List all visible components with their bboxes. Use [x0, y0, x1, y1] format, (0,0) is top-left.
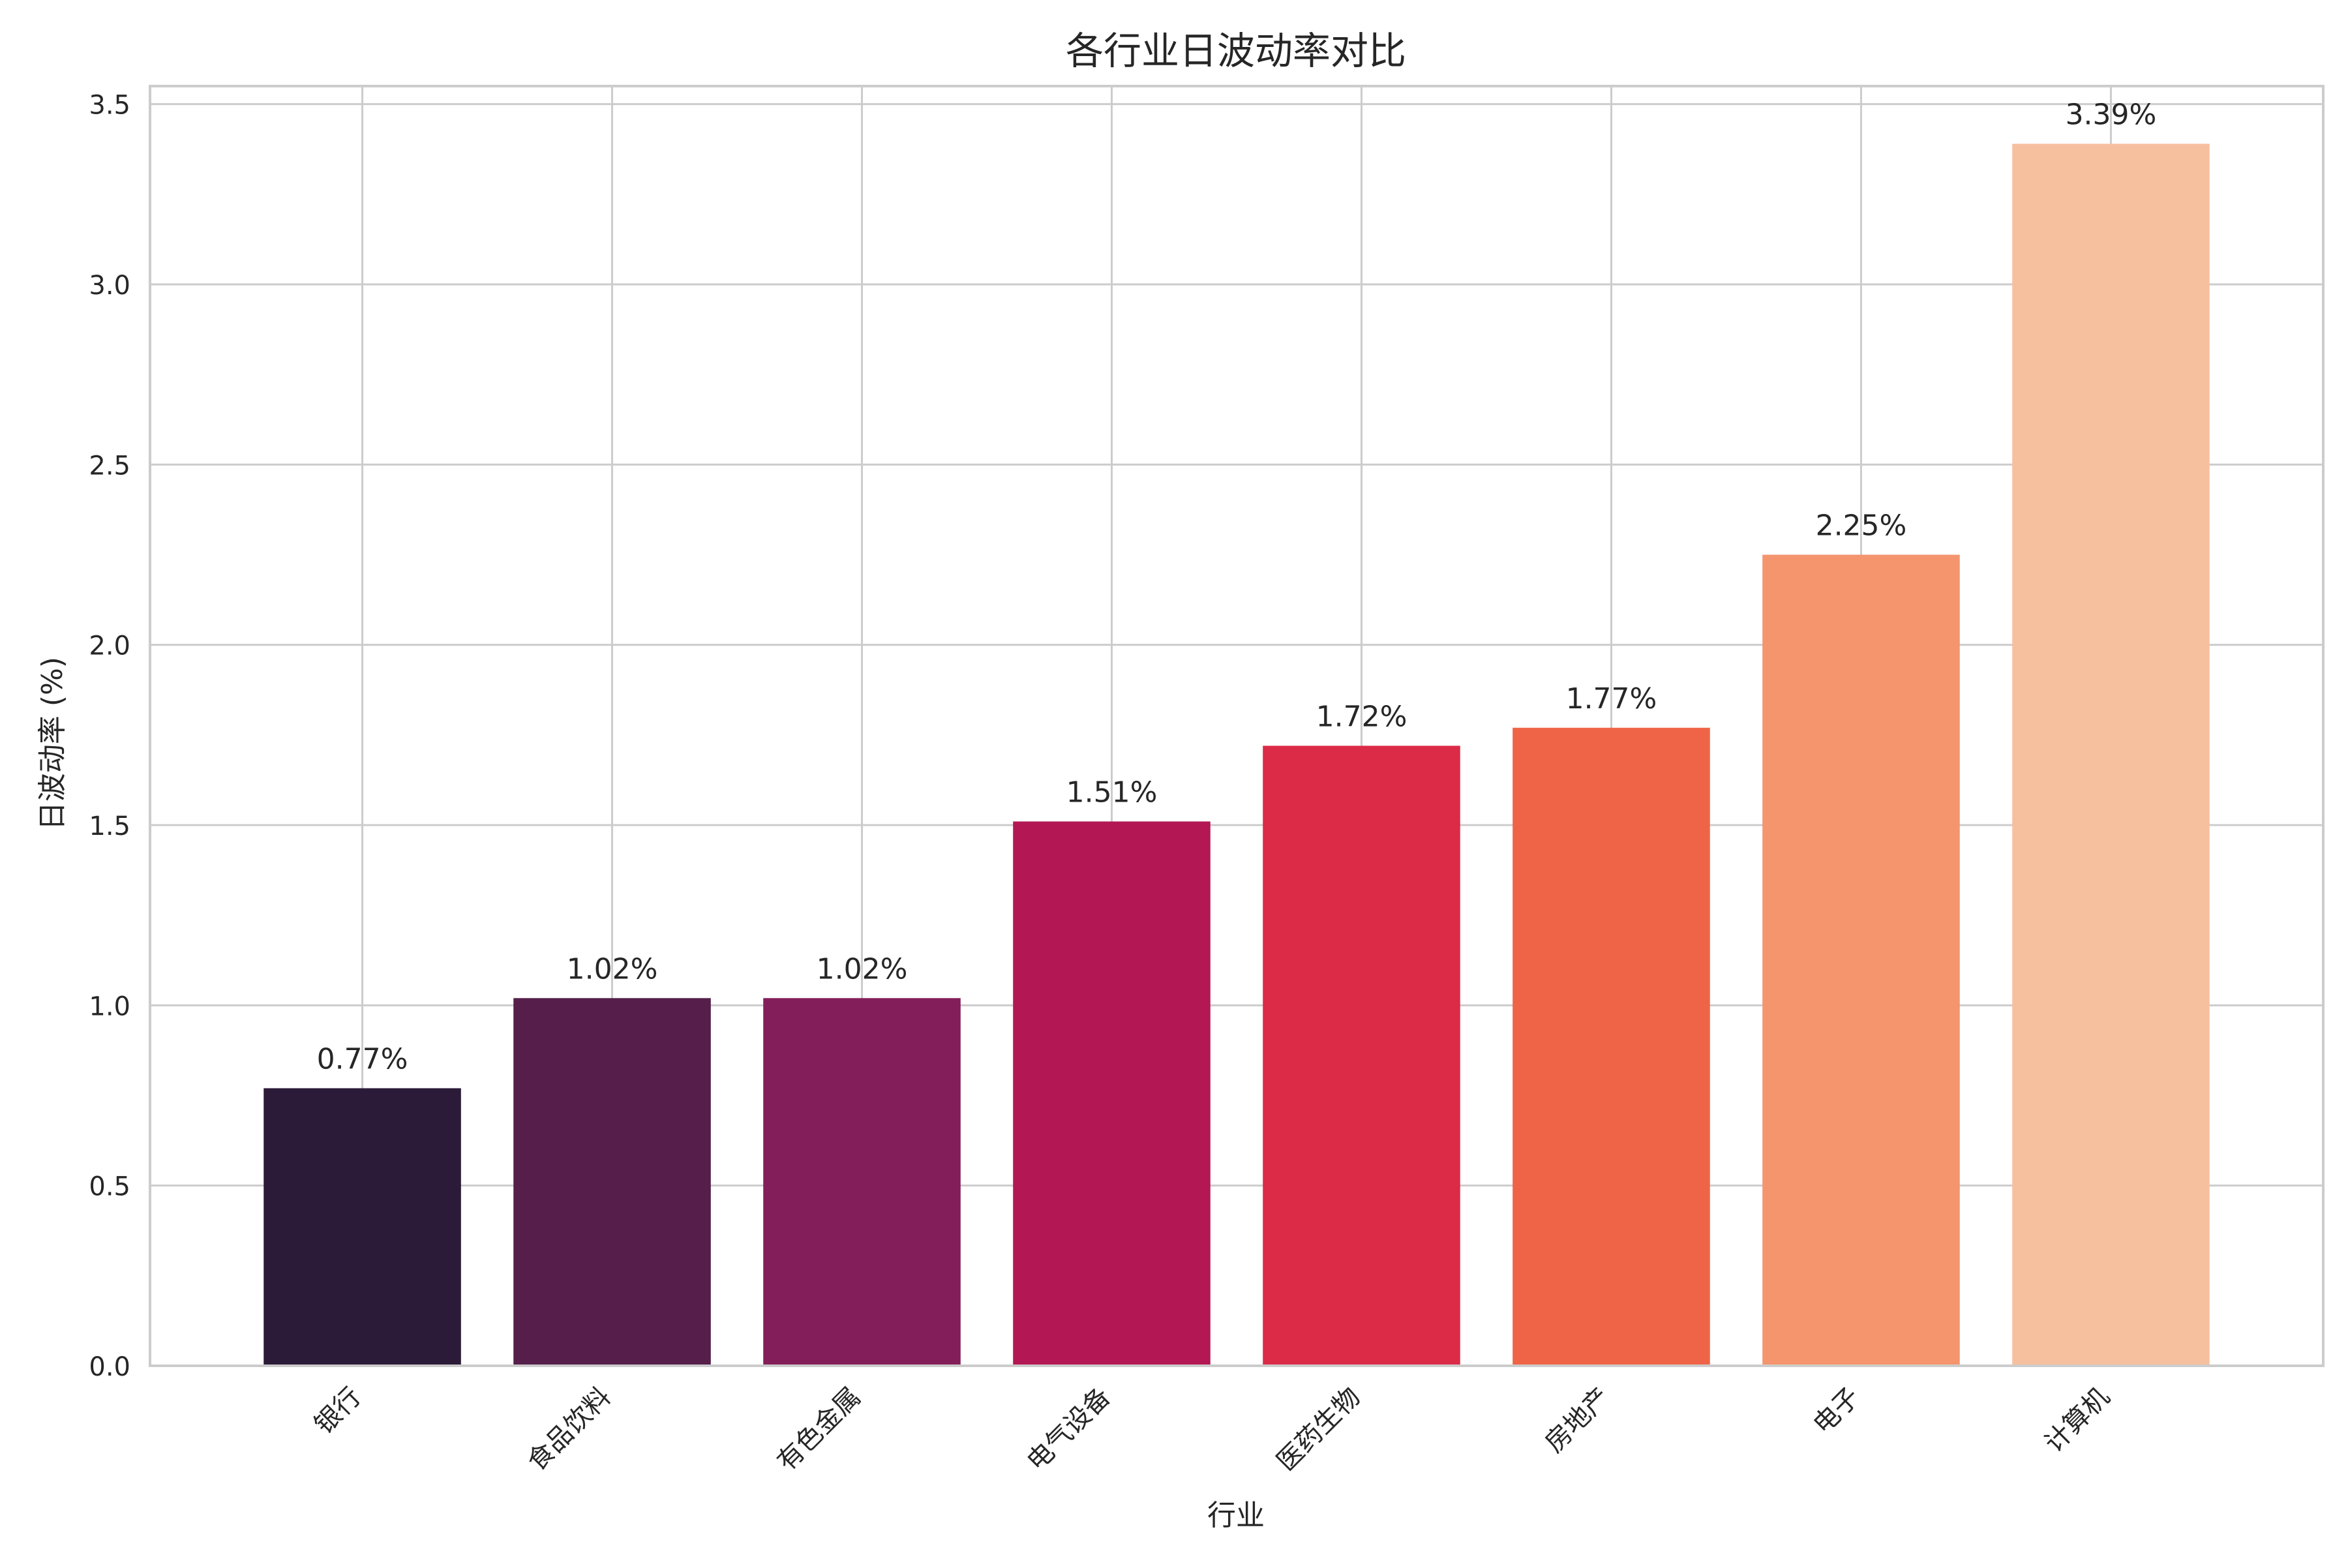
axes-frame: [149, 85, 2325, 1367]
value-label: 1.02%: [817, 952, 908, 986]
x-axis-label: 行业: [1207, 1499, 1265, 1532]
y-tick-label: 3.5: [89, 91, 130, 121]
x-tick-label: 有色金属: [772, 1382, 867, 1477]
y-tick-label: 2.5: [89, 451, 130, 481]
x-tick-labels: 银行 食品饮料 有色金属 电气设备 医药生物 房地产 电子 计算机: [309, 1382, 2116, 1477]
value-label: 1.02%: [567, 952, 658, 986]
y-tick-labels: 0.0 0.5 1.0 1.5 2.0 2.5 3.0 3.5: [89, 91, 130, 1382]
y-tick-label: 1.5: [89, 811, 130, 841]
bar: [1762, 554, 1960, 1366]
bar: [2012, 143, 2210, 1366]
x-tick-label: 医药生物: [1271, 1382, 1366, 1477]
y-tick-label: 3.0: [89, 271, 130, 301]
bar: [1513, 727, 1710, 1366]
x-tick-label: 银行: [309, 1382, 367, 1440]
bar: [1263, 746, 1460, 1366]
bar: [263, 1088, 461, 1366]
bar: [1013, 821, 1211, 1366]
data-labels: 0.77% 1.02% 1.02% 1.51% 1.72% 1.77% 2.25% 3.39%: [317, 98, 2157, 1076]
x-tick-label: 计算机: [2039, 1382, 2115, 1458]
y-tick-label: 0.5: [89, 1172, 130, 1202]
value-label: 3.39%: [2066, 98, 2157, 131]
x-tick-label: 电气设备: [1021, 1382, 1117, 1477]
value-label: 1.51%: [1066, 776, 1158, 809]
value-label: 1.77%: [1566, 682, 1657, 716]
value-label: 2.25%: [1816, 509, 1907, 542]
value-label: 1.72%: [1316, 700, 1407, 733]
x-tick-label: 电子: [1807, 1382, 1865, 1440]
y-tick-label: 0.0: [89, 1352, 130, 1382]
bar: [513, 998, 711, 1366]
bar: [763, 998, 961, 1366]
x-tick-label: 食品饮料: [522, 1382, 617, 1477]
chart-title: 各行业日波动率对比: [1066, 29, 1406, 73]
y-axis-label: 日波动率 (%): [36, 657, 69, 830]
y-tick-label: 1.0: [89, 991, 130, 1021]
y-tick-label: 2.0: [89, 631, 130, 661]
bars: [263, 143, 2210, 1366]
plot-frame: [149, 85, 2325, 1367]
x-tick-label: 房地产: [1539, 1382, 1616, 1458]
value-label: 0.77%: [317, 1042, 408, 1076]
grid-lines: [150, 86, 2323, 1367]
